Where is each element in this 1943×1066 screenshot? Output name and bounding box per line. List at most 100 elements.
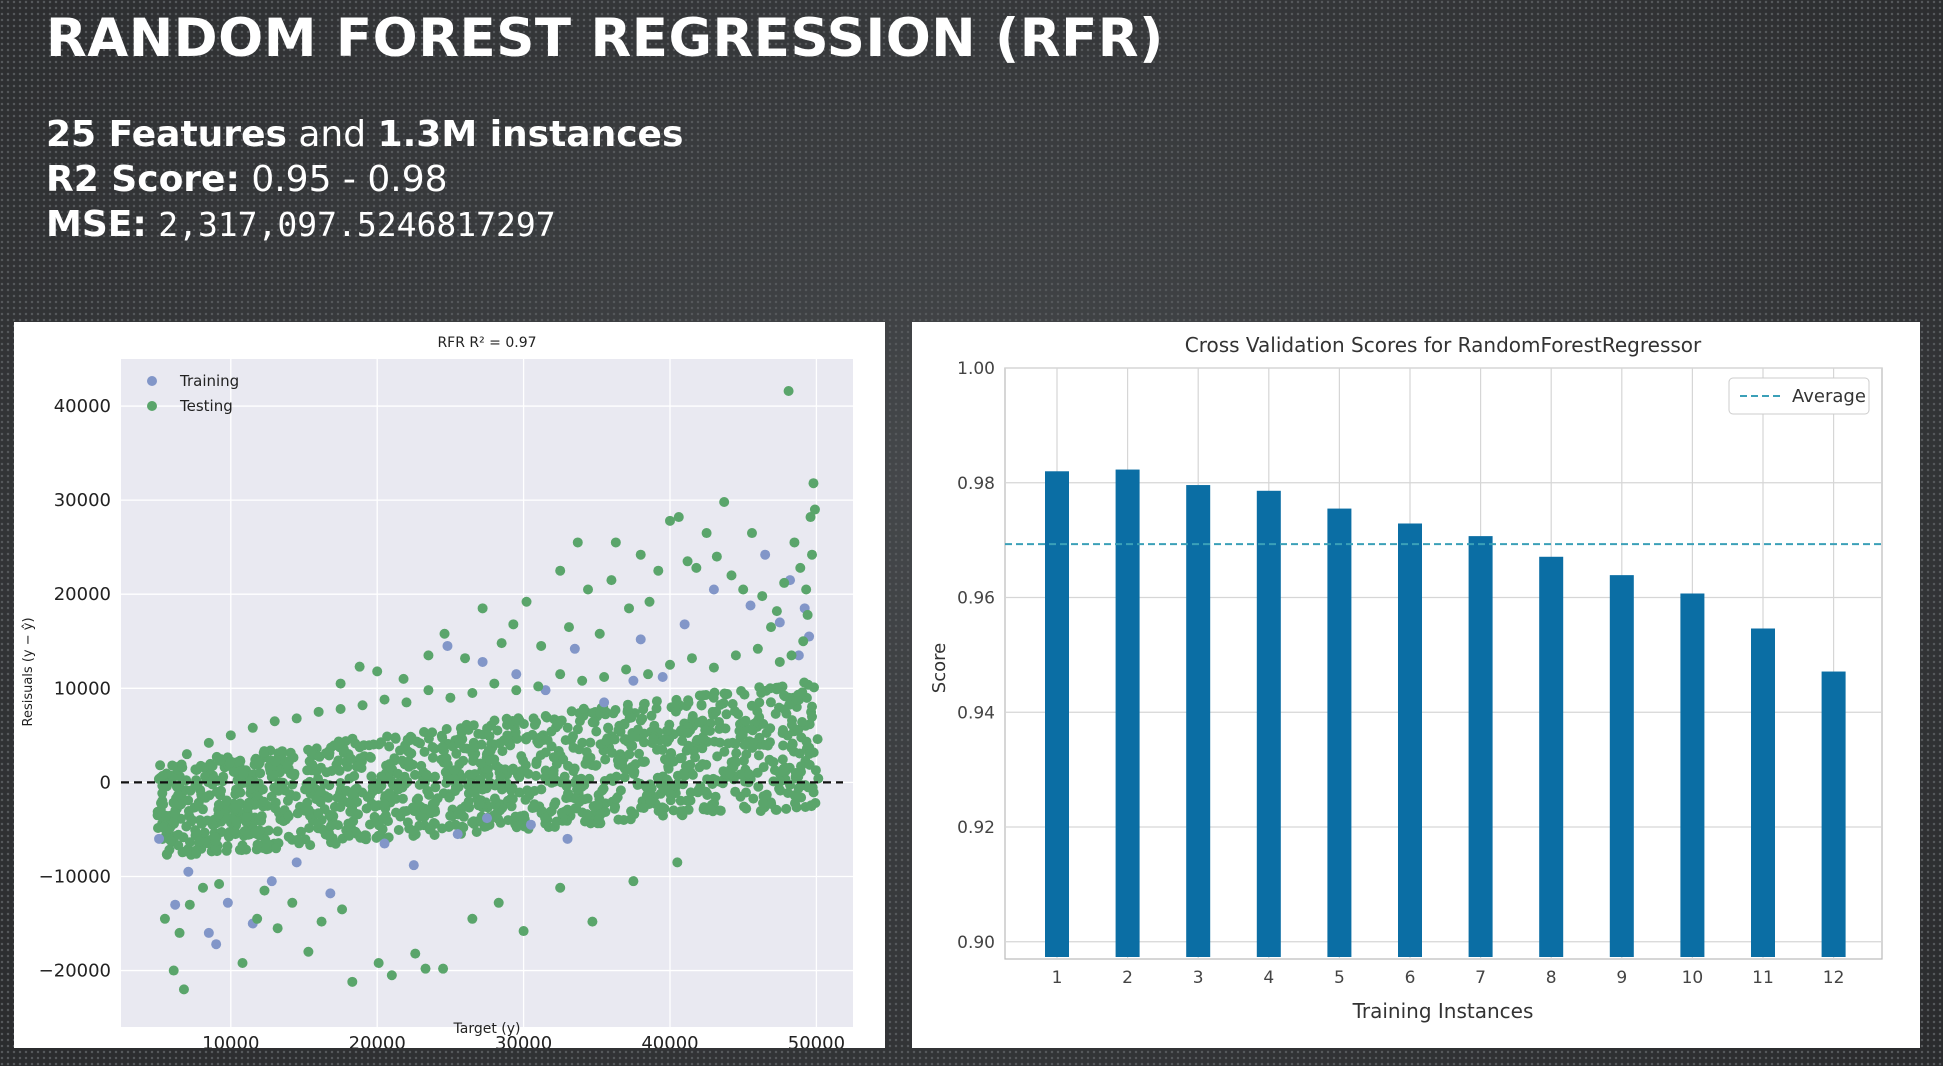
band-point bbox=[384, 741, 395, 752]
testing-point bbox=[686, 653, 697, 664]
band-point bbox=[619, 772, 630, 783]
band-point bbox=[794, 748, 805, 759]
testing-point bbox=[752, 643, 763, 654]
band-point bbox=[507, 782, 518, 793]
cv-scores-chart-panel: 0.90 0.92 0.94 0.96 0.98 1.00 1 2 3 4 5 6 7 8 9 10 11 12 … bbox=[912, 322, 1920, 1048]
band-point bbox=[741, 787, 751, 798]
band-point bbox=[506, 793, 516, 804]
training-point bbox=[379, 838, 390, 849]
testing-point bbox=[401, 697, 412, 708]
score-bar bbox=[1115, 469, 1140, 957]
band-point bbox=[676, 725, 687, 736]
band-point bbox=[271, 843, 282, 854]
features-line: 25 Features and 1.3M instances bbox=[46, 112, 683, 157]
band-point bbox=[531, 759, 542, 770]
band-point bbox=[350, 808, 360, 819]
band-point bbox=[661, 785, 672, 796]
band-point bbox=[624, 749, 635, 760]
testing-point bbox=[802, 609, 813, 620]
band-point bbox=[349, 771, 360, 781]
training-point bbox=[793, 650, 804, 661]
testing-point bbox=[420, 963, 431, 974]
testing-point bbox=[159, 913, 170, 924]
band-point bbox=[676, 752, 687, 763]
testing-point bbox=[783, 385, 794, 396]
testing-point bbox=[168, 965, 179, 976]
band-point bbox=[778, 740, 789, 751]
score-bar bbox=[1609, 575, 1634, 957]
band-point bbox=[191, 775, 202, 786]
band-point bbox=[427, 752, 438, 763]
band-point bbox=[725, 768, 735, 779]
band-point bbox=[437, 823, 448, 834]
band-point bbox=[645, 796, 656, 807]
band-point bbox=[737, 729, 748, 740]
legend-testing-marker bbox=[147, 401, 157, 411]
testing-point bbox=[155, 772, 166, 783]
band-point bbox=[531, 770, 541, 781]
band-point bbox=[463, 788, 474, 799]
band-point bbox=[173, 790, 183, 801]
band-point bbox=[782, 788, 793, 798]
band-point bbox=[403, 756, 414, 767]
band-point bbox=[551, 816, 562, 827]
band-point bbox=[306, 749, 317, 759]
testing-point bbox=[708, 662, 719, 673]
band-point bbox=[740, 715, 751, 726]
testing-point bbox=[711, 551, 722, 562]
testing-point bbox=[521, 596, 532, 607]
band-point bbox=[585, 737, 596, 748]
band-point bbox=[720, 723, 731, 734]
band-point bbox=[801, 736, 812, 747]
testing-point bbox=[291, 713, 302, 724]
band-point bbox=[528, 713, 539, 724]
band-point bbox=[217, 775, 228, 786]
band-point bbox=[592, 799, 603, 810]
band-point bbox=[617, 758, 627, 769]
testing-point bbox=[347, 976, 358, 987]
band-point bbox=[427, 799, 438, 810]
band-point bbox=[444, 792, 455, 803]
band-point bbox=[437, 742, 448, 753]
band-point bbox=[342, 761, 353, 772]
testing-point bbox=[555, 882, 566, 893]
score-bar bbox=[1045, 471, 1069, 957]
x-tick-label: 3 bbox=[1193, 968, 1204, 988]
training-point bbox=[203, 927, 214, 938]
band-point bbox=[237, 840, 248, 851]
band-point bbox=[456, 727, 467, 738]
band-point bbox=[806, 801, 817, 812]
training-point bbox=[708, 584, 719, 595]
band-point bbox=[282, 760, 293, 771]
testing-point bbox=[174, 927, 185, 938]
band-point bbox=[356, 763, 367, 773]
legend: Average bbox=[1728, 377, 1870, 415]
axis-tick-labels: 0.900.920.940.960.981.001 2 3 4 5 6 7 8 9 10 11 12 bbox=[957, 359, 1844, 988]
testing-point bbox=[316, 916, 327, 927]
band-point bbox=[627, 731, 638, 742]
testing-point bbox=[225, 730, 236, 741]
band-point bbox=[164, 844, 175, 855]
band-point bbox=[321, 767, 332, 778]
band-point bbox=[568, 742, 579, 753]
band-point bbox=[787, 739, 798, 750]
band-point bbox=[303, 804, 314, 815]
band-point bbox=[627, 741, 638, 752]
band-point bbox=[257, 784, 268, 795]
band-point bbox=[254, 757, 265, 768]
testing-point bbox=[287, 897, 298, 908]
testing-point bbox=[798, 636, 809, 647]
band-point bbox=[648, 733, 659, 744]
band-point bbox=[255, 768, 266, 779]
testing-point bbox=[467, 688, 478, 698]
training-point bbox=[760, 549, 771, 560]
band-point bbox=[535, 750, 546, 761]
band-point bbox=[185, 837, 195, 848]
slide-title: RANDOM FOREST REGRESSION (RFR) bbox=[46, 8, 1164, 69]
band-point bbox=[335, 802, 346, 813]
band-point bbox=[810, 765, 821, 776]
score-bar bbox=[1539, 556, 1564, 957]
instances-count: 1.3M instances bbox=[377, 114, 684, 155]
band-point bbox=[155, 760, 166, 771]
y-tick-label: 0.92 bbox=[957, 818, 995, 838]
